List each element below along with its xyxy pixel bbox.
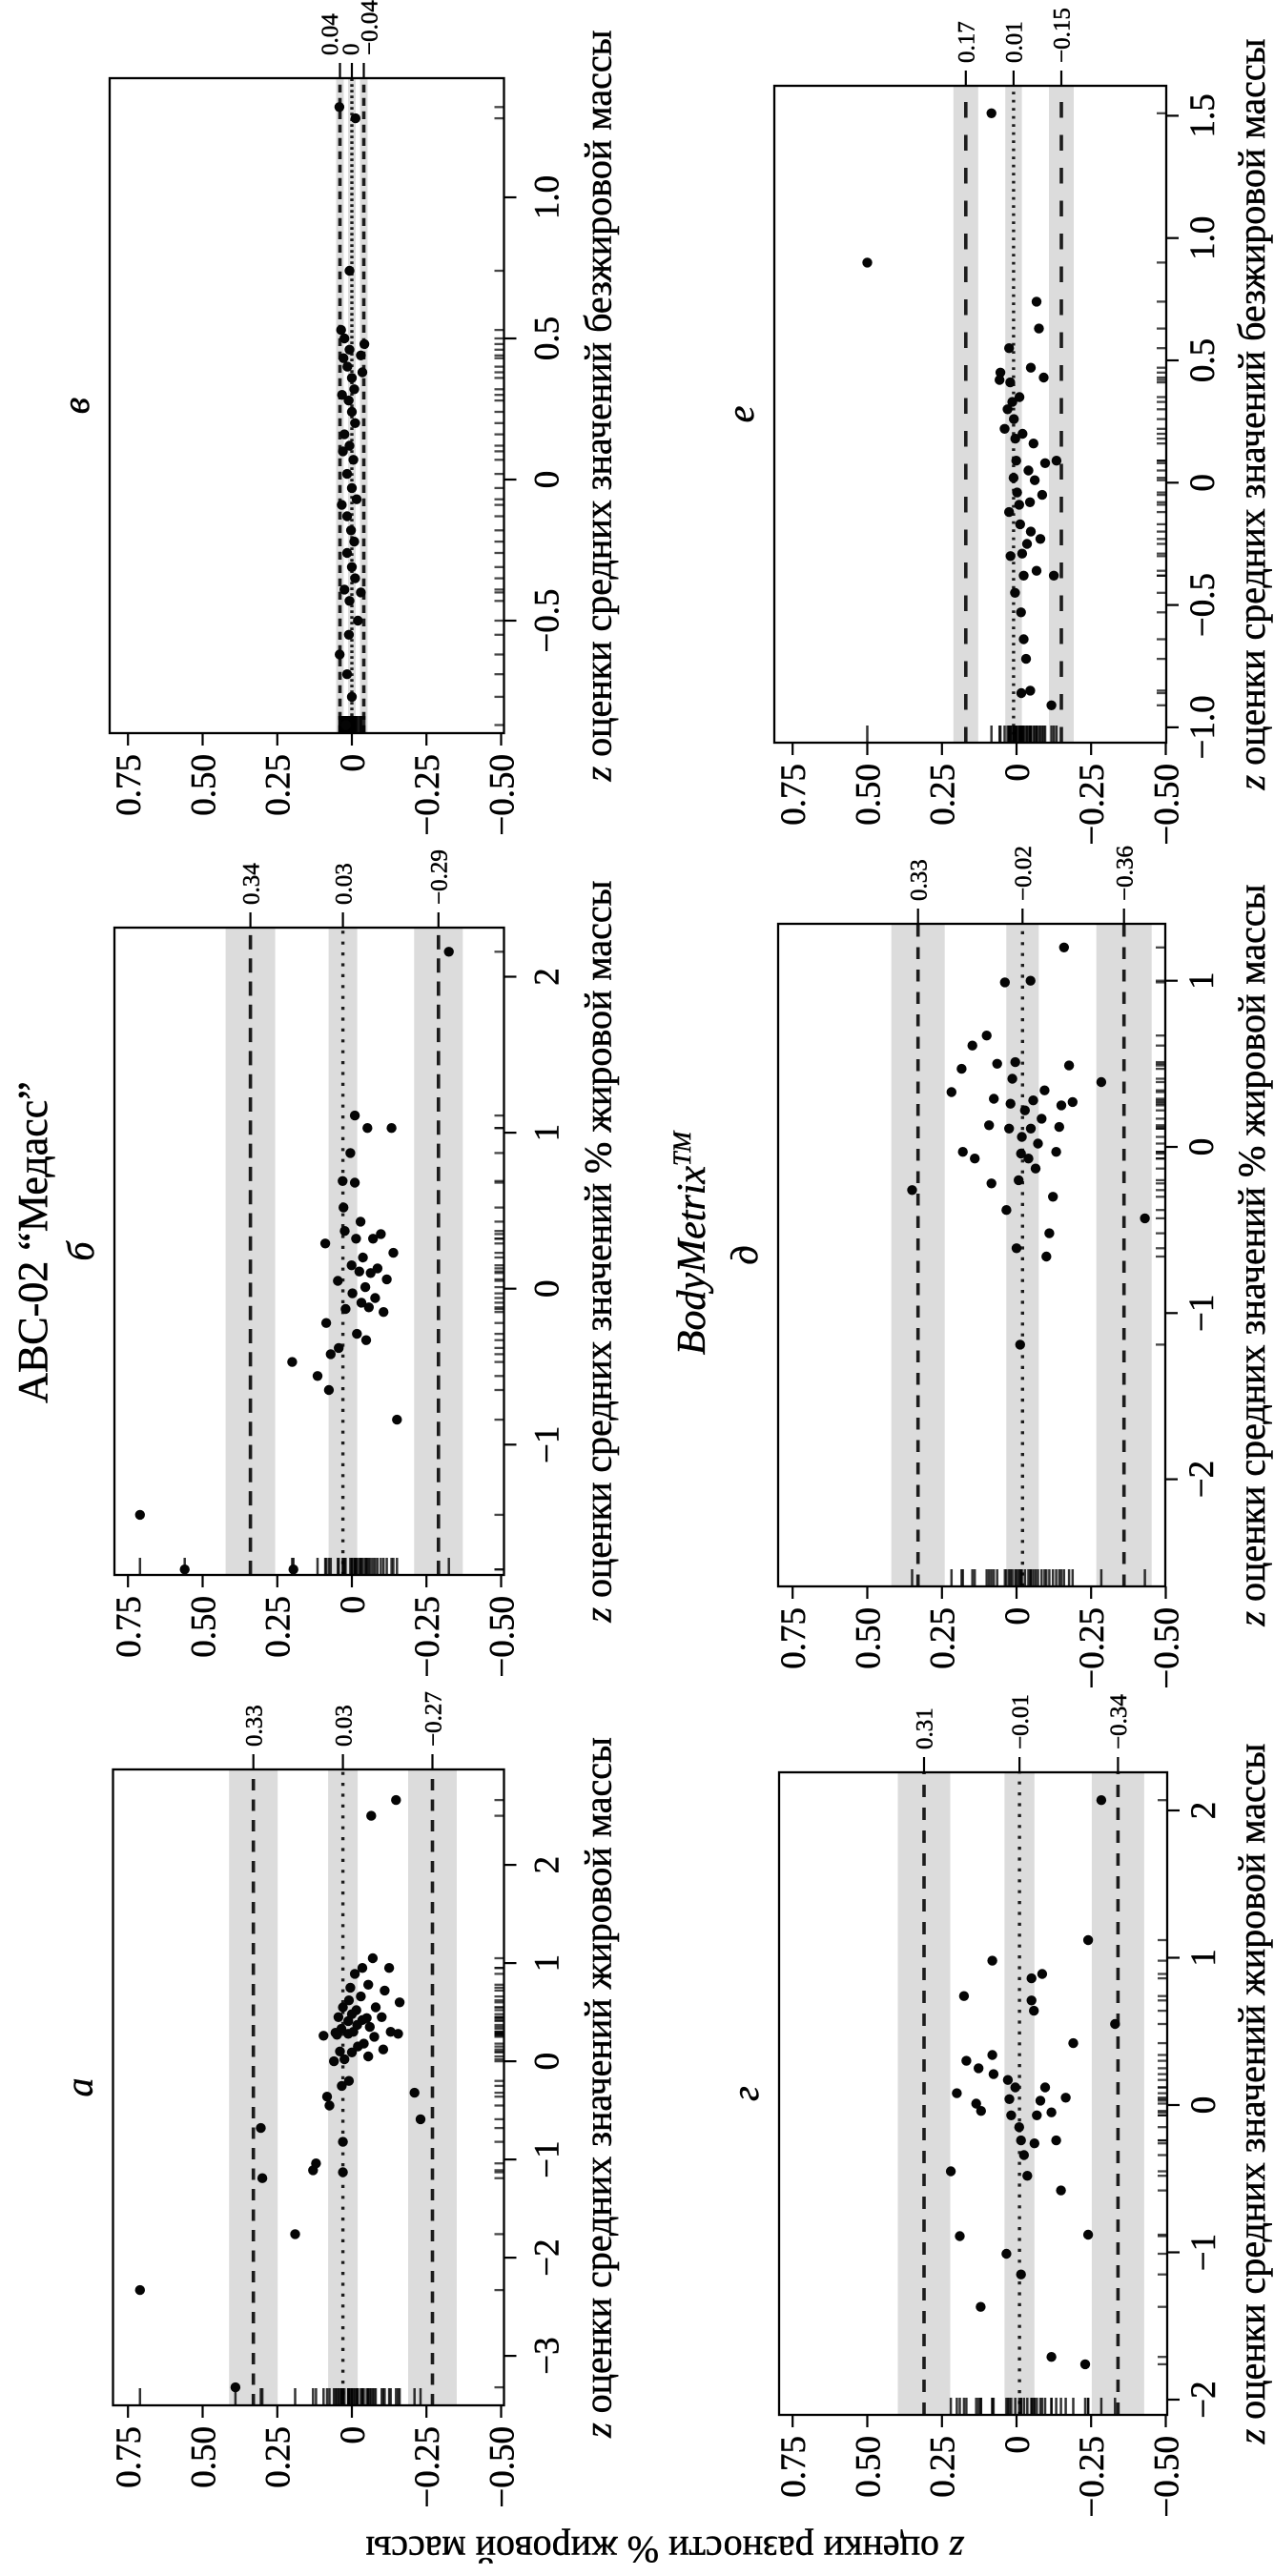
- svg-text:0.75: 0.75: [774, 2436, 813, 2498]
- svg-text:0: 0: [998, 764, 1038, 782]
- svg-text:−0.50: −0.50: [1148, 2436, 1187, 2518]
- svg-text:−0.02: −0.02: [1011, 846, 1037, 901]
- svg-text:−1.0: −1.0: [1183, 695, 1223, 759]
- svg-text:−1: −1: [1182, 1295, 1222, 1332]
- svg-text:1.5: 1.5: [1183, 93, 1223, 137]
- svg-text:−3: −3: [528, 2337, 567, 2374]
- svg-text:−0.34: −0.34: [1106, 1694, 1132, 1749]
- svg-text:0: 0: [334, 754, 373, 772]
- svg-text:−2: −2: [1182, 1461, 1222, 1498]
- svg-text:0: 0: [1182, 1138, 1222, 1156]
- svg-text:1: 1: [1184, 1949, 1223, 1967]
- svg-text:0.50: 0.50: [850, 764, 889, 826]
- svg-text:0.17: 0.17: [955, 21, 980, 63]
- svg-text:АВС-02 “Медасс”: АВС-02 “Медасс”: [10, 1081, 56, 1403]
- svg-text:0.31: 0.31: [913, 1707, 938, 1749]
- svg-text:0.01: 0.01: [1002, 21, 1028, 63]
- svg-text:0.50: 0.50: [850, 1607, 889, 1669]
- svg-text:0: 0: [528, 471, 567, 489]
- svg-text:−2: −2: [528, 2239, 567, 2276]
- svg-text:0.33: 0.33: [907, 859, 933, 901]
- svg-text:0.04: 0.04: [318, 13, 343, 55]
- svg-text:в: в: [54, 398, 97, 414]
- svg-text:0.50: 0.50: [184, 1596, 223, 1658]
- svg-text:−0.15: −0.15: [1050, 8, 1076, 63]
- svg-text:−0.50: −0.50: [483, 754, 523, 836]
- svg-text:−0.5: −0.5: [528, 588, 567, 652]
- svg-text:0.75: 0.75: [110, 1596, 149, 1658]
- svg-text:а: а: [58, 2078, 101, 2097]
- svg-text:0.03: 0.03: [331, 863, 357, 905]
- svg-text:z оценки средних значений без: z оценки средних значений безжировой мас…: [577, 31, 620, 783]
- svg-text:−0.50: −0.50: [1148, 1607, 1187, 1689]
- svg-text:0: 0: [998, 2436, 1038, 2454]
- svg-text:z оценки средних значений жир: z оценки средних значений жировой массы: [577, 1737, 620, 2439]
- svg-text:0: 0: [1183, 474, 1223, 492]
- svg-text:−0.25: −0.25: [1073, 2436, 1112, 2518]
- svg-text:0.5: 0.5: [528, 317, 567, 360]
- svg-text:2: 2: [1184, 1802, 1223, 1820]
- svg-text:−0.50: −0.50: [483, 1596, 523, 1678]
- svg-text:0: 0: [528, 1279, 567, 1298]
- svg-text:z оценки средних значений без: z оценки средних значений безжировой мас…: [1230, 39, 1273, 791]
- svg-text:0.34: 0.34: [238, 863, 264, 905]
- svg-text:0.25: 0.25: [924, 764, 963, 826]
- svg-text:BodyMetrixTM: BodyMetrixTM: [668, 1130, 714, 1355]
- svg-text:0: 0: [334, 1596, 373, 1614]
- svg-text:2: 2: [528, 968, 567, 986]
- svg-text:1.0: 1.0: [528, 175, 567, 219]
- svg-text:0: 0: [339, 44, 364, 56]
- svg-text:1: 1: [528, 1954, 567, 1973]
- svg-text:0: 0: [528, 2053, 567, 2071]
- svg-text:0.75: 0.75: [110, 2426, 149, 2488]
- svg-text:0.25: 0.25: [259, 2426, 298, 2488]
- svg-text:2: 2: [528, 1856, 567, 1874]
- svg-text:0.25: 0.25: [924, 1607, 963, 1669]
- svg-text:−1: −1: [528, 1426, 567, 1463]
- svg-text:−0.50: −0.50: [483, 2426, 523, 2508]
- svg-text:0.33: 0.33: [242, 1705, 268, 1747]
- svg-text:0.50: 0.50: [184, 754, 223, 816]
- svg-text:0.25: 0.25: [924, 2436, 963, 2498]
- svg-text:0.50: 0.50: [184, 2426, 223, 2488]
- svg-text:−1: −1: [528, 2140, 567, 2177]
- svg-text:0.25: 0.25: [259, 754, 298, 816]
- svg-text:1.0: 1.0: [1183, 216, 1223, 260]
- svg-text:−0.25: −0.25: [408, 754, 447, 836]
- svg-text:1: 1: [1182, 971, 1222, 990]
- svg-text:0.75: 0.75: [774, 1607, 813, 1669]
- svg-text:0.5: 0.5: [1183, 338, 1223, 382]
- svg-text:0.03: 0.03: [331, 1705, 357, 1747]
- svg-text:−0.04: −0.04: [357, 0, 382, 55]
- svg-text:−2: −2: [1184, 2381, 1223, 2418]
- svg-text:z оценки средних значений % жи: z оценки средних значений % жировой масс…: [577, 880, 620, 1623]
- svg-text:z оценки разности % жировой ма: z оценки разности % жировой массы: [365, 2528, 964, 2571]
- svg-text:−0.25: −0.25: [1073, 1607, 1112, 1689]
- svg-text:0: 0: [334, 2426, 373, 2444]
- svg-text:0.75: 0.75: [774, 764, 813, 826]
- svg-text:0.75: 0.75: [110, 754, 149, 816]
- svg-text:−0.50: −0.50: [1148, 764, 1187, 846]
- svg-text:1: 1: [528, 1124, 567, 1142]
- svg-text:z оценки средних значений % жи: z оценки средних значений % жировой масс…: [1230, 884, 1273, 1626]
- svg-text:z оценки средних значений жир: z оценки средних значений жировой массы: [1230, 1744, 1273, 2445]
- svg-text:г: г: [724, 2086, 767, 2101]
- svg-text:б: б: [59, 1240, 102, 1261]
- svg-text:0.25: 0.25: [259, 1596, 298, 1658]
- svg-text:−0.25: −0.25: [408, 1596, 447, 1678]
- svg-text:0: 0: [1184, 2096, 1223, 2115]
- svg-text:−0.5: −0.5: [1183, 573, 1223, 637]
- svg-text:0: 0: [998, 1607, 1038, 1625]
- svg-text:−0.25: −0.25: [1073, 764, 1112, 846]
- svg-text:−0.27: −0.27: [421, 1691, 446, 1747]
- svg-text:−0.29: −0.29: [427, 849, 453, 905]
- svg-text:0.50: 0.50: [850, 2436, 889, 2498]
- svg-text:−0.36: −0.36: [1112, 846, 1138, 901]
- svg-text:−0.01: −0.01: [1008, 1694, 1034, 1749]
- svg-text:−0.25: −0.25: [408, 2426, 447, 2508]
- svg-text:д: д: [723, 1245, 766, 1264]
- svg-text:−1: −1: [1184, 2234, 1223, 2271]
- svg-text:е: е: [719, 406, 762, 423]
